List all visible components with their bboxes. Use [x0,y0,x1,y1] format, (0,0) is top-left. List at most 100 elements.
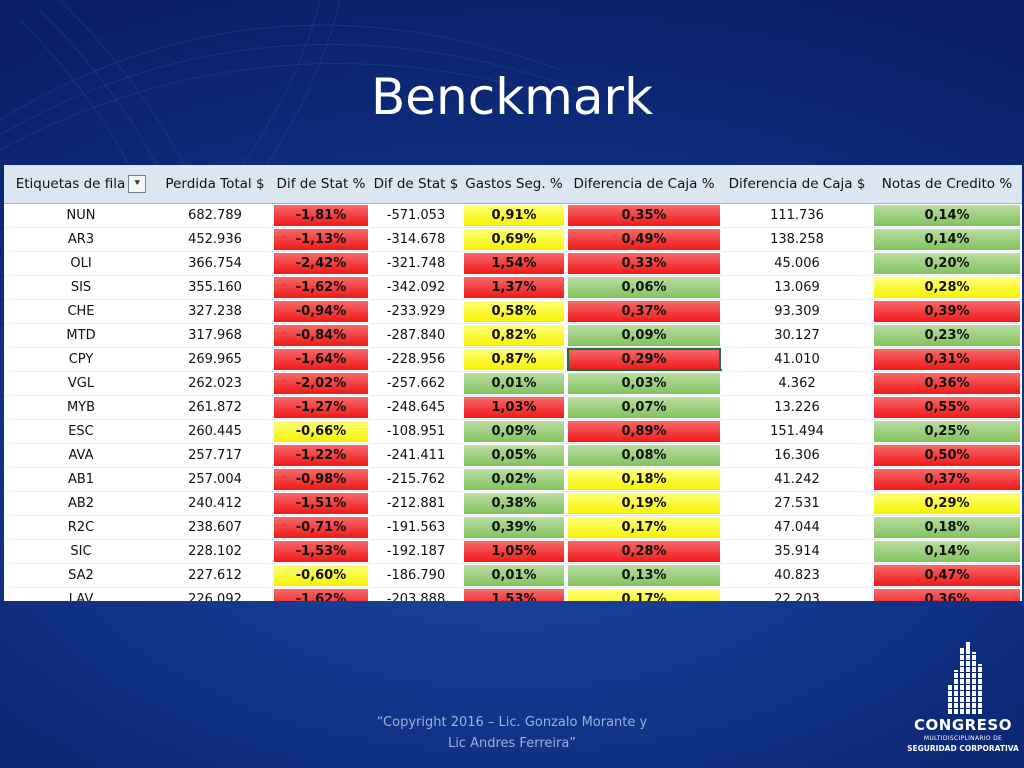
cell-label[interactable]: SA2 [4,563,158,588]
cell-perdida-total[interactable]: 226.092 [158,587,272,601]
cell-dif-caja-pct[interactable]: 0,08% [566,443,722,468]
cell-perdida-total[interactable]: 257.004 [158,467,272,492]
cell-notas-credito[interactable]: 0,14% [872,227,1022,252]
cell-dif-caja-usd[interactable]: 16.306 [722,443,872,468]
cell-dif-caja-pct[interactable]: 0,28% [566,539,722,564]
header-dif-caja-pct[interactable]: Diferencia de Caja % [566,165,722,204]
cell-perdida-total[interactable]: 238.607 [158,515,272,540]
cell-notas-credito[interactable]: 0,23% [872,323,1022,348]
cell-dif-caja-usd[interactable]: 138.258 [722,227,872,252]
cell-dif-stat-usd[interactable]: -192.187 [370,539,462,564]
cell-label[interactable]: OLI [4,251,158,276]
cell-dif-caja-usd[interactable]: 30.127 [722,323,872,348]
cell-dif-stat-pct[interactable]: -1,51% [272,491,370,516]
cell-notas-credito[interactable]: 0,28% [872,275,1022,300]
cell-label[interactable]: MTD [4,323,158,348]
cell-notas-credito[interactable]: 0,18% [872,515,1022,540]
cell-notas-credito[interactable]: 0,20% [872,251,1022,276]
cell-gastos-seg[interactable]: 0,69% [462,227,566,252]
cell-gastos-seg[interactable]: 0,09% [462,419,566,444]
cell-dif-caja-usd[interactable]: 111.736 [722,203,872,228]
cell-perdida-total[interactable]: 452.936 [158,227,272,252]
cell-dif-stat-pct[interactable]: -2,42% [272,251,370,276]
cell-dif-stat-pct[interactable]: -1,64% [272,347,370,372]
cell-dif-caja-usd[interactable]: 22.203 [722,587,872,601]
cell-perdida-total[interactable]: 240.412 [158,491,272,516]
cell-dif-stat-pct[interactable]: -1,62% [272,275,370,300]
cell-notas-credito[interactable]: 0,37% [872,467,1022,492]
cell-dif-stat-usd[interactable]: -203.888 [370,587,462,601]
cell-dif-stat-usd[interactable]: -215.762 [370,467,462,492]
cell-dif-caja-usd[interactable]: 45.006 [722,251,872,276]
cell-dif-stat-pct[interactable]: -0,66% [272,419,370,444]
cell-dif-stat-pct[interactable]: -1,27% [272,395,370,420]
cell-notas-credito[interactable]: 0,47% [872,563,1022,588]
cell-label[interactable]: LAV [4,587,158,601]
cell-dif-caja-usd[interactable]: 27.531 [722,491,872,516]
cell-dif-stat-usd[interactable]: -314.678 [370,227,462,252]
cell-notas-credito[interactable]: 0,25% [872,419,1022,444]
cell-perdida-total[interactable]: 261.872 [158,395,272,420]
cell-notas-credito[interactable]: 0,14% [872,203,1022,228]
cell-perdida-total[interactable]: 317.968 [158,323,272,348]
cell-dif-stat-pct[interactable]: -1,62% [272,587,370,601]
cell-dif-stat-usd[interactable]: -257.662 [370,371,462,396]
cell-dif-stat-usd[interactable]: -342.092 [370,275,462,300]
cell-label[interactable]: SIC [4,539,158,564]
cell-label[interactable]: VGL [4,371,158,396]
header-etiquetas[interactable]: Etiquetas de fila ⯆ [4,165,158,204]
cell-dif-caja-pct[interactable]: 0,03% [566,371,722,396]
cell-dif-caja-pct[interactable]: 0,89% [566,419,722,444]
cell-notas-credito[interactable]: 0,31% [872,347,1022,372]
cell-gastos-seg[interactable]: 0,38% [462,491,566,516]
cell-dif-stat-pct[interactable]: -2,02% [272,371,370,396]
cell-dif-stat-usd[interactable]: -108.951 [370,419,462,444]
cell-perdida-total[interactable]: 269.965 [158,347,272,372]
cell-gastos-seg[interactable]: 0,82% [462,323,566,348]
cell-dif-stat-pct[interactable]: -1,53% [272,539,370,564]
cell-dif-stat-usd[interactable]: -287.840 [370,323,462,348]
cell-gastos-seg[interactable]: 1,03% [462,395,566,420]
cell-dif-caja-pct[interactable]: 0,37% [566,299,722,324]
cell-notas-credito[interactable]: 0,55% [872,395,1022,420]
header-dif-stat-pct[interactable]: Dif de Stat % [272,165,370,204]
cell-dif-stat-usd[interactable]: -248.645 [370,395,462,420]
cell-dif-stat-pct[interactable]: -1,13% [272,227,370,252]
cell-dif-stat-pct[interactable]: -0,71% [272,515,370,540]
cell-dif-caja-usd[interactable]: 40.823 [722,563,872,588]
cell-dif-stat-pct[interactable]: -0,94% [272,299,370,324]
cell-dif-stat-pct[interactable]: -1,81% [272,203,370,228]
cell-perdida-total[interactable]: 260.445 [158,419,272,444]
cell-label[interactable]: AB2 [4,491,158,516]
cell-label[interactable]: MYB [4,395,158,420]
cell-gastos-seg[interactable]: 1,53% [462,587,566,601]
cell-dif-caja-usd[interactable]: 151.494 [722,419,872,444]
cell-dif-stat-usd[interactable]: -228.956 [370,347,462,372]
cell-dif-stat-pct[interactable]: -0,98% [272,467,370,492]
cell-dif-stat-usd[interactable]: -233.929 [370,299,462,324]
cell-dif-stat-pct[interactable]: -1,22% [272,443,370,468]
cell-dif-stat-usd[interactable]: -212.881 [370,491,462,516]
cell-perdida-total[interactable]: 355.160 [158,275,272,300]
cell-dif-caja-pct[interactable]: 0,09% [566,323,722,348]
cell-gastos-seg[interactable]: 1,05% [462,539,566,564]
cell-dif-caja-pct[interactable]: 0,06% [566,275,722,300]
cell-dif-caja-pct[interactable]: 0,17% [566,587,722,601]
cell-dif-caja-pct[interactable]: 0,18% [566,467,722,492]
cell-perdida-total[interactable]: 262.023 [158,371,272,396]
cell-dif-caja-pct[interactable]: 0,29% [566,347,722,372]
cell-notas-credito[interactable]: 0,50% [872,443,1022,468]
cell-gastos-seg[interactable]: 0,58% [462,299,566,324]
cell-label[interactable]: NUN [4,203,158,228]
cell-perdida-total[interactable]: 366.754 [158,251,272,276]
cell-dif-stat-pct[interactable]: -0,84% [272,323,370,348]
cell-notas-credito[interactable]: 0,39% [872,299,1022,324]
cell-dif-caja-usd[interactable]: 13.226 [722,395,872,420]
cell-perdida-total[interactable]: 682.789 [158,203,272,228]
cell-dif-stat-usd[interactable]: -191.563 [370,515,462,540]
cell-dif-caja-pct[interactable]: 0,07% [566,395,722,420]
cell-gastos-seg[interactable]: 0,91% [462,203,566,228]
cell-perdida-total[interactable]: 227.612 [158,563,272,588]
cell-dif-stat-pct[interactable]: -0,60% [272,563,370,588]
cell-perdida-total[interactable]: 327.238 [158,299,272,324]
